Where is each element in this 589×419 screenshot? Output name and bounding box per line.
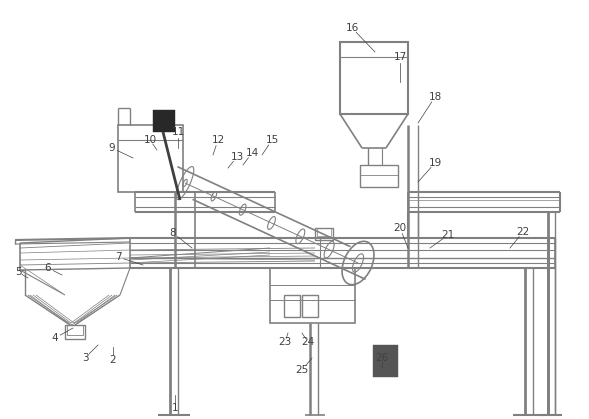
Text: 26: 26 [375, 353, 389, 363]
Bar [118, 125, 183, 192]
Bar [373, 345, 398, 377]
Bar [65, 325, 85, 339]
Text: 21: 21 [441, 230, 455, 240]
Text: 19: 19 [428, 158, 442, 168]
Text: 9: 9 [109, 143, 115, 153]
Text: 2: 2 [110, 355, 116, 365]
Bar [284, 295, 300, 317]
Text: 8: 8 [170, 228, 176, 238]
Text: 20: 20 [393, 223, 406, 233]
Bar [67, 325, 83, 335]
Text: 3: 3 [82, 353, 88, 363]
Text: 5: 5 [15, 267, 21, 277]
Bar [315, 228, 333, 240]
Text: 24: 24 [302, 337, 315, 347]
Bar [360, 165, 398, 187]
Text: 25: 25 [295, 365, 309, 375]
Text: 7: 7 [115, 252, 121, 262]
Text: 4: 4 [52, 333, 58, 343]
Text: 12: 12 [211, 135, 224, 145]
Text: 14: 14 [246, 148, 259, 158]
Bar [270, 268, 355, 323]
Text: 22: 22 [517, 227, 530, 237]
Bar [317, 228, 331, 236]
Text: 13: 13 [230, 152, 244, 162]
Bar [153, 110, 175, 132]
Text: 10: 10 [144, 135, 157, 145]
Text: 6: 6 [45, 263, 51, 273]
Text: 16: 16 [345, 23, 359, 33]
Text: 18: 18 [428, 92, 442, 102]
Text: 11: 11 [171, 127, 184, 137]
Text: 17: 17 [393, 52, 406, 62]
Text: 23: 23 [279, 337, 292, 347]
Text: 15: 15 [266, 135, 279, 145]
Text: 1: 1 [171, 403, 178, 413]
Bar [340, 42, 408, 114]
Bar [302, 295, 318, 317]
